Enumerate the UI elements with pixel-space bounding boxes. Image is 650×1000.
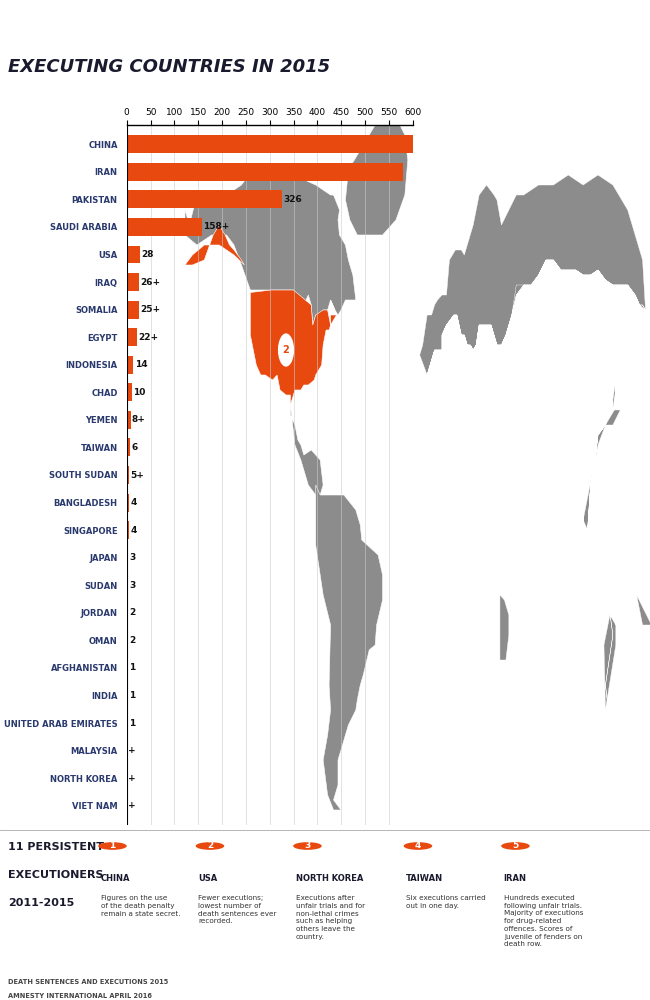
Text: EXECUTING COUNTRIES IN 2015: EXECUTING COUNTRIES IN 2015 [8,58,330,76]
Ellipse shape [277,332,295,367]
Text: 2: 2 [129,636,135,645]
Text: +: + [129,774,136,783]
Bar [127,163,403,181]
Text: 2: 2 [207,842,213,850]
Text: 11 PERSISTENT: 11 PERSISTENT [8,842,104,852]
Bar [127,135,413,153]
Text: 3: 3 [129,581,136,590]
Bar [127,411,131,429]
Text: Six executions carried
out in one day.: Six executions carried out in one day. [406,895,486,909]
Text: Figures on the use
of the death penalty
remain a state secret.: Figures on the use of the death penalty … [101,895,180,916]
Text: Executions after
unfair trials and for
non-lethal crimes
such as helping
others : Executions after unfair trials and for n… [296,895,365,940]
Polygon shape [185,165,356,325]
Text: 2: 2 [283,345,289,355]
Bar [127,438,129,456]
Bar [127,301,138,319]
Text: 1: 1 [129,691,135,700]
Text: 5: 5 [512,842,519,850]
Text: 26+: 26+ [140,278,161,287]
Text: 28: 28 [142,250,154,259]
Text: CHINA: CHINA [101,874,130,883]
Text: 158+: 158+ [203,222,230,231]
Text: 1: 1 [129,719,135,728]
Bar [127,273,139,291]
Text: 4: 4 [130,498,136,507]
Text: 22+: 22+ [138,333,159,342]
Text: NORTH KOREA: NORTH KOREA [296,874,363,883]
Polygon shape [345,120,408,235]
Text: 25+: 25+ [140,305,160,314]
Text: 4: 4 [130,526,136,535]
Text: 14: 14 [135,360,148,369]
Polygon shape [250,290,337,405]
Text: 4: 4 [415,842,421,850]
Bar [127,218,202,236]
Text: 3: 3 [304,842,311,850]
Text: USA: USA [198,874,218,883]
Polygon shape [410,175,650,750]
Bar [127,549,128,567]
Text: 3: 3 [129,553,136,562]
Circle shape [501,842,530,850]
Bar [127,356,133,374]
Bar [127,521,129,539]
Circle shape [293,842,322,850]
Polygon shape [291,405,323,495]
Text: 8+: 8+ [132,415,146,424]
Bar [127,328,137,346]
Text: Hundreds executed
following unfair trials.
Majority of executions
for drug-relat: Hundreds executed following unfair trial… [504,895,583,948]
Polygon shape [185,225,244,265]
Bar [127,466,129,484]
Text: 326: 326 [283,195,302,204]
Text: TAIWAN: TAIWAN [406,874,443,883]
Bar [127,576,128,594]
Text: Fewer executions;
lowest number of
death sentences ever
recorded.: Fewer executions; lowest number of death… [198,895,277,924]
Polygon shape [316,485,383,810]
Bar [127,190,282,208]
Text: 1: 1 [129,663,135,672]
Circle shape [404,842,432,850]
Text: 2011-2015: 2011-2015 [8,898,74,908]
Bar [127,246,140,263]
Text: AMNESTY INTERNATIONAL APRIL 2016: AMNESTY INTERNATIONAL APRIL 2016 [8,993,152,999]
Text: DEATH SENTENCES AND EXECUTIONS 2015: DEATH SENTENCES AND EXECUTIONS 2015 [8,979,168,985]
Text: IRAN: IRAN [504,874,526,883]
Text: 10: 10 [133,388,146,397]
Bar [127,494,129,512]
Text: 5+: 5+ [131,471,144,480]
Circle shape [196,842,224,850]
Circle shape [98,842,127,850]
Text: 1: 1 [109,842,116,850]
Polygon shape [500,595,509,660]
Text: +: + [129,801,136,810]
Text: +: + [129,746,136,755]
Text: 6: 6 [131,443,137,452]
Text: 2: 2 [129,608,135,617]
Bar [127,383,131,401]
Text: EXECUTIONERS: EXECUTIONERS [8,870,103,880]
